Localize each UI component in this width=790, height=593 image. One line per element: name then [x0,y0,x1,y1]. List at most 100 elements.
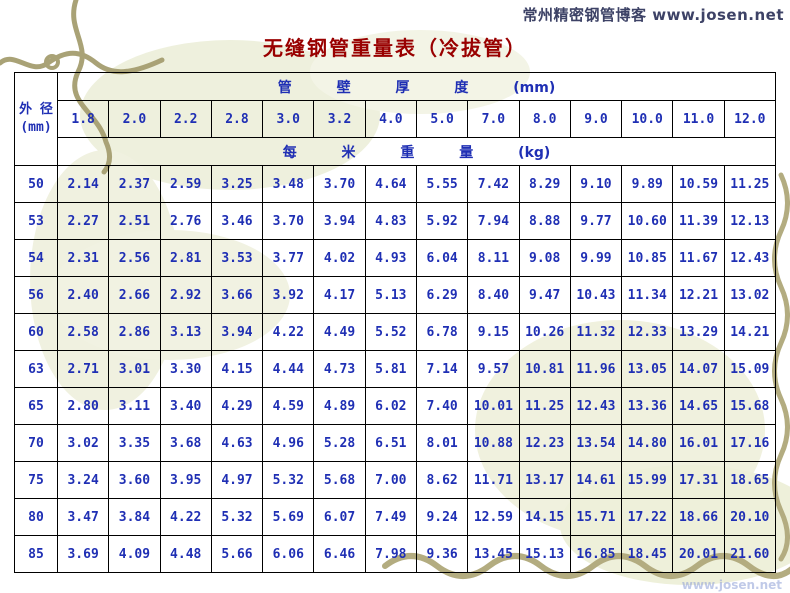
weight-cell: 5.69 [262,498,315,536]
weight-cell: 3.53 [210,239,264,277]
thickness-header-row: 1.8 2.0 2.2 2.8 3.0 3.2 4.0 5.0 7.0 8.0 9.0 10.0 11.… [15,100,777,138]
weight-cell: 9.08 [518,239,571,277]
weight-cell: 3.11 [108,387,161,425]
weight-cell: 11.32 [569,313,623,351]
thickness-title-row: 外 径 (mm) 管 壁 厚 度 (mm) [14,72,776,166]
weight-cell: 9.99 [569,239,623,277]
weight-cell: 8.01 [415,424,469,462]
thickness-header-cell: 9.0 [569,100,623,138]
weight-cell: 2.92 [159,276,212,314]
od-header-unit: (mm) [20,120,52,135]
weight-cell: 2.81 [159,239,212,277]
thickness-header-cell: 11.0 [672,100,725,138]
weight-cell: 16.85 [569,535,623,573]
weight-cell: 11.34 [621,276,674,314]
weight-cell: 9.15 [467,313,520,351]
weight-cell: 3.46 [210,202,264,240]
weight-cell: 6.29 [415,276,469,314]
weight-cell: 4.09 [108,535,161,573]
thickness-header-cell: 2.0 [108,100,161,138]
weight-cell: 2.66 [108,276,161,314]
weight-cell: 13.17 [518,461,571,499]
weight-cell: 4.83 [364,202,417,240]
od-cell: 80 [14,498,58,536]
weight-cell: 10.81 [518,350,571,388]
table-row: 56 2.40 2.66 2.92 3.66 3.92 4.17 5.13 6.29 8.40 9.… [14,276,777,314]
weight-cell: 11.71 [467,461,520,499]
weight-cell: 14.21 [723,313,777,351]
weight-cell: 9.89 [621,165,674,203]
weight-cell: 2.76 [159,202,212,240]
weight-cell: 17.31 [672,461,725,499]
weight-cell: 3.70 [313,165,366,203]
weight-cell: 6.06 [262,535,315,573]
weight-cell: 3.66 [210,276,264,314]
thickness-header-cell: 2.8 [210,100,264,138]
weight-cell: 18.66 [672,498,725,536]
weight-cell: 12.23 [518,424,571,462]
weight-cell: 17.22 [621,498,674,536]
od-cell: 53 [14,202,58,240]
weight-cell: 6.07 [313,498,366,536]
weight-cell: 21.60 [723,535,777,573]
od-cell: 70 [14,424,58,462]
weight-cell: 17.16 [723,424,777,462]
thickness-header-cell: 7.0 [467,100,520,138]
weight-cell: 4.64 [364,165,417,203]
weight-cell: 4.96 [262,424,315,462]
weight-cell: 8.29 [518,165,571,203]
od-cell: 65 [14,387,58,425]
weight-cell: 2.40 [56,276,110,314]
weight-cell: 8.88 [518,202,571,240]
weight-cell: 14.61 [569,461,623,499]
od-header-label: 外 径 [19,102,53,118]
weight-cell: 5.66 [210,535,264,573]
weight-cell: 3.95 [159,461,212,499]
weight-cell: 6.51 [364,424,417,462]
weight-cell: 11.25 [723,165,777,203]
weight-cell: 12.33 [621,313,674,351]
weight-cell: 4.49 [313,313,366,351]
table-row: 53 2.27 2.51 2.76 3.46 3.70 3.94 4.83 5.92 7.94 8.… [14,202,777,240]
weight-cell: 2.58 [56,313,110,351]
weight-cell: 20.10 [723,498,777,536]
weight-cell: 15.99 [621,461,674,499]
watermark: www.josen.net [681,578,782,592]
table-row: 50 2.14 2.37 2.59 3.25 3.48 3.70 4.64 5.55 7.42 8.… [14,165,777,203]
vine-right-icon [772,172,790,562]
weight-cell: 5.32 [262,461,315,499]
weight-cell: 10.60 [621,202,674,240]
weight-cell: 13.05 [621,350,674,388]
table-row: 70 3.02 3.35 3.68 4.63 4.96 5.28 6.51 8.01 10.88 1… [14,424,777,462]
weight-cell: 9.57 [467,350,520,388]
weight-cell: 11.96 [569,350,623,388]
weight-cell: 15.13 [518,535,571,573]
weight-cell: 2.86 [108,313,161,351]
thickness-title: 管 壁 厚 度 (mm) [57,72,776,101]
od-cell: 50 [14,165,58,203]
weight-cell: 3.13 [159,313,212,351]
weight-title-row: 每 米 重 量 (kg) [15,137,776,166]
weight-cell: 18.65 [723,461,777,499]
weight-cell: 5.92 [415,202,469,240]
weight-cell: 3.94 [313,202,366,240]
od-cell: 54 [14,239,58,277]
weight-cell: 5.28 [313,424,366,462]
weight-cell: 13.02 [723,276,777,314]
weight-cell: 16.01 [672,424,725,462]
weight-cell: 11.67 [672,239,725,277]
weight-cell: 2.71 [56,350,110,388]
weight-cell: 13.45 [467,535,520,573]
weight-cell: 4.59 [262,387,315,425]
weight-cell: 3.84 [108,498,161,536]
weight-cell: 7.98 [364,535,417,573]
thickness-header-cell: 1.8 [56,100,110,138]
weight-cell: 12.13 [723,202,777,240]
thickness-header-cell: 3.2 [313,100,366,138]
weight-cell: 14.15 [518,498,571,536]
thickness-header-cell: 5.0 [415,100,469,138]
weight-cell: 15.71 [569,498,623,536]
weight-cell: 4.93 [364,239,417,277]
weight-table: 外 径 (mm) 管 壁 厚 度 (mm) 1.8 2.0 2.2 2.8 3.0 3.2… [14,72,777,573]
